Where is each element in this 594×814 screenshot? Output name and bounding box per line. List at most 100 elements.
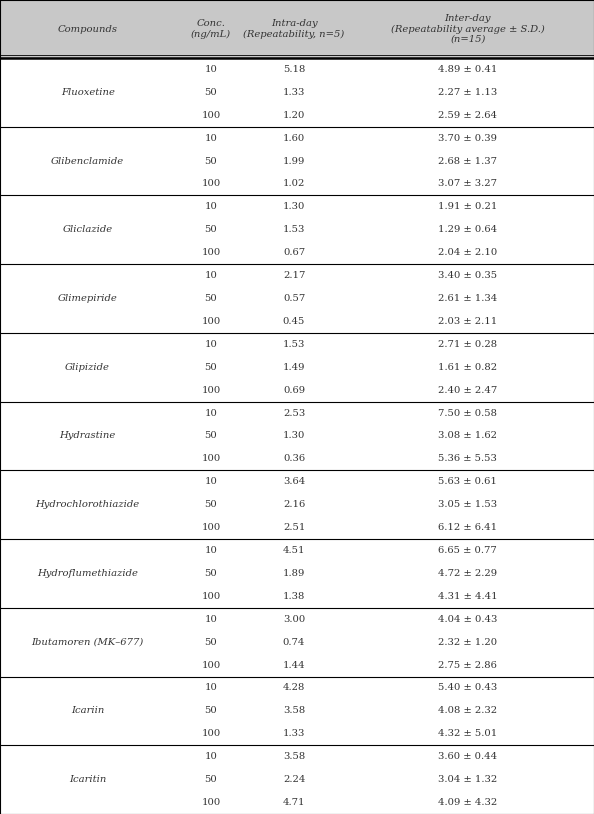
Text: 1.38: 1.38 (283, 592, 305, 601)
Text: 2.53: 2.53 (283, 409, 305, 418)
Text: 100: 100 (201, 111, 220, 120)
Text: 2.27 ± 1.13: 2.27 ± 1.13 (438, 88, 497, 97)
Text: 2.24: 2.24 (283, 775, 305, 784)
Text: 1.33: 1.33 (283, 88, 305, 97)
Text: 2.68 ± 1.37: 2.68 ± 1.37 (438, 156, 497, 165)
Text: 1.30: 1.30 (283, 431, 305, 440)
Text: Conc.
(ng/mL): Conc. (ng/mL) (191, 20, 231, 39)
Text: 10: 10 (204, 684, 217, 693)
Text: Icariin: Icariin (71, 707, 105, 716)
Text: 4.71: 4.71 (283, 798, 305, 807)
Text: 10: 10 (204, 133, 217, 142)
Text: Hydrastine: Hydrastine (59, 431, 116, 440)
Text: 50: 50 (204, 707, 217, 716)
Text: 4.04 ± 0.43: 4.04 ± 0.43 (438, 615, 497, 624)
Text: 2.03 ± 2.11: 2.03 ± 2.11 (438, 317, 497, 326)
Text: 50: 50 (204, 501, 217, 510)
Text: 10: 10 (204, 409, 217, 418)
Text: 5.63 ± 0.61: 5.63 ± 0.61 (438, 477, 497, 486)
Text: 2.40 ± 2.47: 2.40 ± 2.47 (438, 386, 497, 395)
Bar (0, 0, 594, 58)
Text: 0.67: 0.67 (283, 248, 305, 257)
Text: 1.02: 1.02 (283, 180, 305, 189)
Text: 4.31 ± 4.41: 4.31 ± 4.41 (438, 592, 498, 601)
Text: 5.40 ± 0.43: 5.40 ± 0.43 (438, 684, 497, 693)
Text: 1.99: 1.99 (283, 156, 305, 165)
Text: Icaritin: Icaritin (69, 775, 106, 784)
Text: 10: 10 (204, 615, 217, 624)
Text: 100: 100 (201, 248, 220, 257)
Text: 4.89 ± 0.41: 4.89 ± 0.41 (438, 65, 497, 74)
Text: 1.91 ± 0.21: 1.91 ± 0.21 (438, 203, 497, 212)
Text: 3.58: 3.58 (283, 707, 305, 716)
Text: 10: 10 (204, 203, 217, 212)
Text: Ibutamoren (MK–677): Ibutamoren (MK–677) (31, 637, 144, 646)
Text: 4.51: 4.51 (283, 546, 305, 555)
Text: 10: 10 (204, 340, 217, 349)
Text: 6.12 ± 6.41: 6.12 ± 6.41 (438, 523, 497, 532)
Text: 50: 50 (204, 569, 217, 578)
Text: 50: 50 (204, 225, 217, 234)
Text: Glipizide: Glipizide (65, 363, 110, 372)
Text: Fluoxetine: Fluoxetine (61, 88, 115, 97)
Text: 3.07 ± 3.27: 3.07 ± 3.27 (438, 180, 497, 189)
Text: Glibenclamide: Glibenclamide (51, 156, 124, 165)
Text: 50: 50 (204, 294, 217, 303)
Text: 2.17: 2.17 (283, 271, 305, 280)
Text: 1.29 ± 0.64: 1.29 ± 0.64 (438, 225, 497, 234)
Text: 7.50 ± 0.58: 7.50 ± 0.58 (438, 409, 497, 418)
Text: 100: 100 (201, 386, 220, 395)
Text: 50: 50 (204, 775, 217, 784)
Text: 100: 100 (201, 180, 220, 189)
Text: 10: 10 (204, 65, 217, 74)
Text: 100: 100 (201, 798, 220, 807)
Text: 100: 100 (201, 661, 220, 670)
Text: 2.04 ± 2.10: 2.04 ± 2.10 (438, 248, 497, 257)
Text: 3.00: 3.00 (283, 615, 305, 624)
Text: 0.36: 0.36 (283, 454, 305, 463)
Text: 50: 50 (204, 156, 217, 165)
Text: 1.89: 1.89 (283, 569, 305, 578)
Text: 3.64: 3.64 (283, 477, 305, 486)
Text: 10: 10 (204, 546, 217, 555)
Text: 1.44: 1.44 (283, 661, 305, 670)
Text: 3.05 ± 1.53: 3.05 ± 1.53 (438, 501, 497, 510)
Text: 100: 100 (201, 454, 220, 463)
Text: Glimepiride: Glimepiride (58, 294, 118, 303)
Text: 4.72 ± 2.29: 4.72 ± 2.29 (438, 569, 497, 578)
Text: 50: 50 (204, 637, 217, 646)
Text: Compounds: Compounds (58, 24, 118, 33)
Text: Gliclazide: Gliclazide (62, 225, 113, 234)
Text: 3.04 ± 1.32: 3.04 ± 1.32 (438, 775, 497, 784)
Text: 50: 50 (204, 431, 217, 440)
Text: 2.75 ± 2.86: 2.75 ± 2.86 (438, 661, 497, 670)
Text: 0.45: 0.45 (283, 317, 305, 326)
Text: 1.60: 1.60 (283, 133, 305, 142)
Text: 1.49: 1.49 (283, 363, 305, 372)
Text: 1.33: 1.33 (283, 729, 305, 738)
Text: 2.61 ± 1.34: 2.61 ± 1.34 (438, 294, 497, 303)
Text: 100: 100 (201, 592, 220, 601)
Text: 1.53: 1.53 (283, 225, 305, 234)
Text: 10: 10 (204, 271, 217, 280)
Text: 5.36 ± 5.53: 5.36 ± 5.53 (438, 454, 497, 463)
Text: 10: 10 (204, 477, 217, 486)
Text: 50: 50 (204, 363, 217, 372)
Text: 1.53: 1.53 (283, 340, 305, 349)
Text: Hydroflumethiazide: Hydroflumethiazide (37, 569, 138, 578)
Text: 5.18: 5.18 (283, 65, 305, 74)
Text: 2.16: 2.16 (283, 501, 305, 510)
Text: 10: 10 (204, 752, 217, 761)
Text: 4.09 ± 4.32: 4.09 ± 4.32 (438, 798, 497, 807)
Text: 3.70 ± 0.39: 3.70 ± 0.39 (438, 133, 497, 142)
Text: 100: 100 (201, 317, 220, 326)
Text: 4.32 ± 5.01: 4.32 ± 5.01 (438, 729, 497, 738)
Text: 3.60 ± 0.44: 3.60 ± 0.44 (438, 752, 497, 761)
Text: 100: 100 (201, 523, 220, 532)
Text: 4.08 ± 2.32: 4.08 ± 2.32 (438, 707, 497, 716)
Text: Inter-day
(Repeatability average ± S.D.)
(n=15): Inter-day (Repeatability average ± S.D.)… (391, 14, 545, 44)
Text: 6.65 ± 0.77: 6.65 ± 0.77 (438, 546, 497, 555)
Text: 2.32 ± 1.20: 2.32 ± 1.20 (438, 637, 497, 646)
Text: Intra-day
(Repeatability, n=5): Intra-day (Repeatability, n=5) (244, 20, 345, 39)
Text: 1.61 ± 0.82: 1.61 ± 0.82 (438, 363, 497, 372)
